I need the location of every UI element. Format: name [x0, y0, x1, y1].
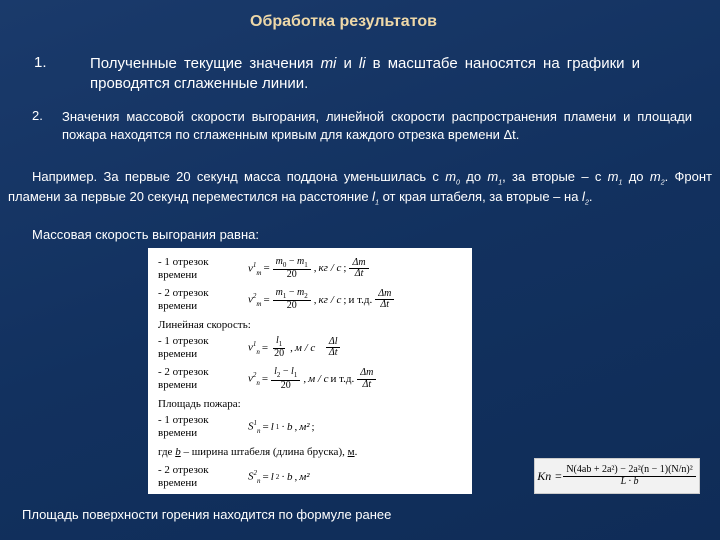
seg1-label-b: - 1 отрезок времени: [158, 335, 248, 360]
ex-b: до: [460, 169, 487, 184]
list-item-1: 1. Полученные текущие значения mi и li в…: [34, 54, 640, 95]
ex-m1b: m1: [608, 169, 623, 184]
seg1-label: - 1 отрезок времени: [158, 256, 248, 281]
vm1-eq: v1m = m0 − m120 ,кг / с ; ΔmΔt: [248, 257, 370, 281]
kn-lhs: Kn =: [537, 469, 562, 484]
ex-a: Например. За первые 20 секунд масса подд…: [32, 169, 445, 184]
formula-block: - 1 отрезок времени v1m = m0 − m120 ,кг …: [148, 248, 472, 494]
mass-line: Массовая скорость выгорания равна:: [8, 226, 712, 244]
formula-s2: - 2 отрезок времени S2n = l2 · b,м²: [158, 464, 462, 489]
formula-s1: - 1 отрезок времени S1n = l1 · b,м² ;: [158, 414, 462, 439]
s2-eq: S2n = l2 · b,м²: [248, 469, 310, 485]
vl2-eq: v2n = l2 − l120 ,м / с и т.д. ΔmΔt: [248, 367, 377, 391]
item2-number: 2.: [32, 108, 62, 143]
kn-den: L · b: [618, 477, 642, 488]
item1-li: li: [359, 55, 366, 72]
list-item-2: 2. Значения массовой скорости выгорания,…: [32, 108, 692, 143]
formula-vl2: - 2 отрезок времени v2n = l2 − l120 ,м /…: [158, 366, 462, 391]
seg2-label-c: - 2 отрезок времени: [158, 464, 248, 489]
slide-title: Обработка результатов: [250, 12, 510, 31]
item1-and: и: [336, 55, 359, 72]
item2-text: Значения массовой скорости выгорания, ли…: [62, 108, 692, 143]
footer-text: Площадь поверхности горения находится по…: [22, 507, 391, 522]
ex-m2: m2: [650, 169, 665, 184]
ex-g: .: [589, 189, 593, 204]
kn-frac: N(4ab + 2a²) − 2a²(n − 1)(N/n)² L · b: [563, 465, 695, 487]
ex-m1: m1: [487, 169, 502, 184]
ex-m0: m0: [445, 169, 460, 184]
item1-number: 1.: [34, 54, 90, 95]
item1-mi: mi: [321, 55, 337, 72]
vl1-eq: v1n = l120 ,м / с ΔlΔt: [248, 336, 341, 360]
ex-f: от края штабеля, за вторые – на: [379, 189, 582, 204]
s1-eq: S1n = l1 · b,м² ;: [248, 419, 315, 435]
where-text: где b – ширина штабеля (длина бруска), м…: [158, 446, 357, 459]
formula-vl1: - 1 отрезок времени v1n = l120 ,м / с Δl…: [158, 335, 462, 360]
formula-vm1: - 1 отрезок времени v1m = m0 − m120 ,кг …: [158, 256, 462, 281]
seg2-label: - 2 отрезок времени: [158, 287, 248, 312]
kn-formula-box: Kn = N(4ab + 2a²) − 2a²(n − 1)(N/n)² L ·…: [534, 458, 700, 494]
example-paragraph: Например. За первые 20 секунд масса подд…: [8, 168, 712, 208]
item1-text: Полученные текущие значения mi и li в ма…: [90, 54, 640, 95]
ex-l2: l2: [582, 189, 589, 204]
formula-vm2: - 2 отрезок времени v2m = m1 − m220 ,кг …: [158, 287, 462, 312]
ex-c: , за вторые – с: [502, 169, 608, 184]
ex-l1: l1: [372, 189, 379, 204]
vm2-eq: v2m = m1 − m220 ,кг / с ; и т.д. ΔmΔt: [248, 288, 395, 312]
kn-num: N(4ab + 2a²) − 2a²(n − 1)(N/n)²: [563, 465, 695, 477]
linear-hdr: Линейная скорость:: [158, 319, 462, 332]
seg2-label-b: - 2 отрезок времени: [158, 366, 248, 391]
formula-where: где b – ширина штабеля (длина бруска), м…: [158, 446, 462, 459]
item1-text-a: Полученные текущие значения: [90, 55, 321, 72]
seg1-label-c: - 1 отрезок времени: [158, 414, 248, 439]
area-hdr: Площадь пожара:: [158, 398, 462, 411]
ex-d: до: [622, 169, 649, 184]
